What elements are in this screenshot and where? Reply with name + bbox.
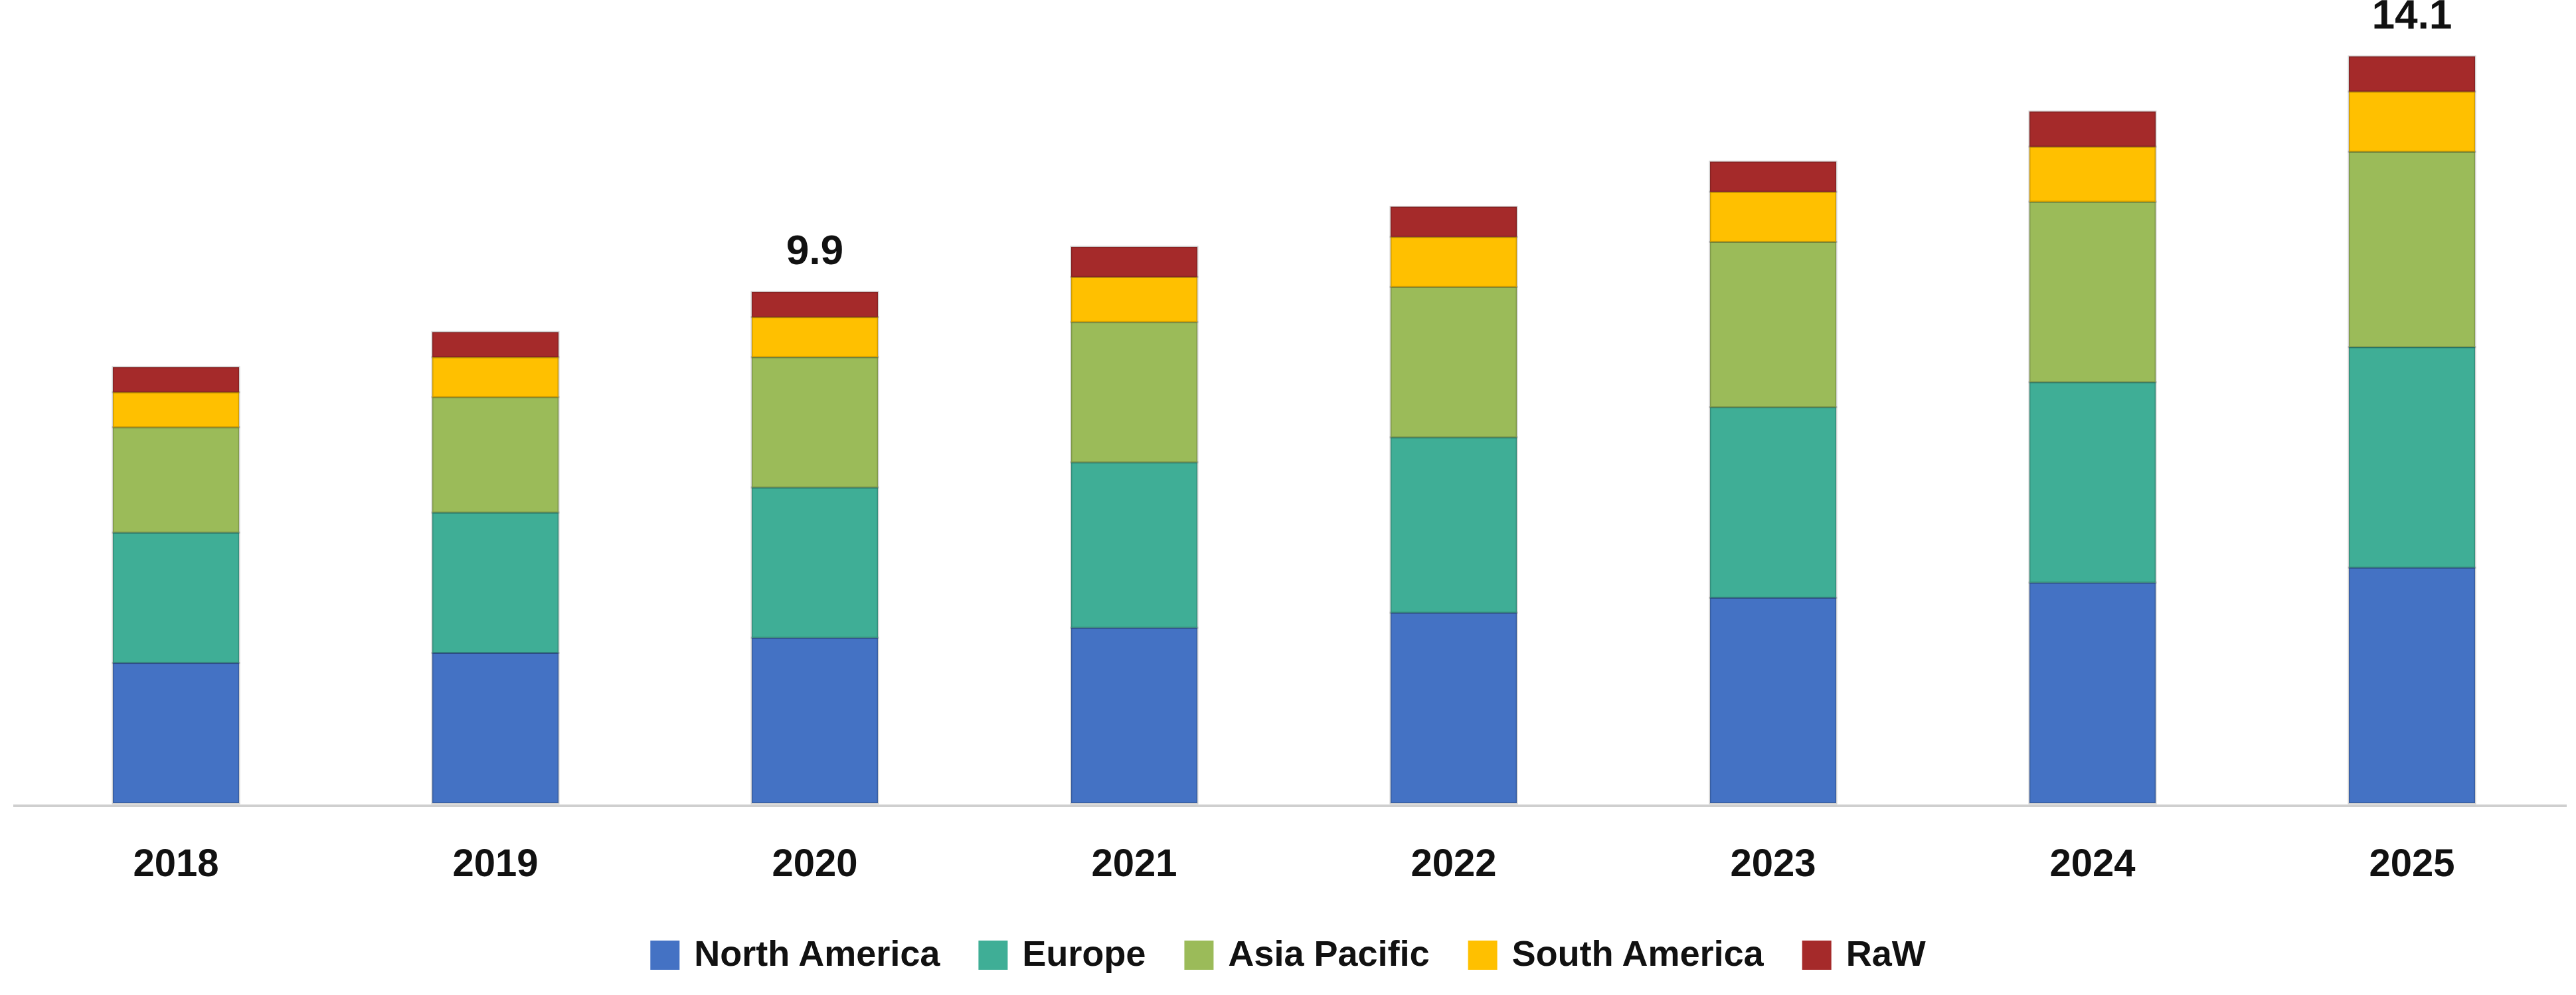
x-tick-label: 2019 bbox=[452, 842, 538, 885]
total-label-2025: 14.1 bbox=[2372, 0, 2452, 38]
bar-segment-north-america-2018 bbox=[112, 662, 240, 804]
bar-segment-south-america-2024 bbox=[2028, 145, 2157, 203]
bar-segment-europe-2024 bbox=[2028, 381, 2157, 584]
bar-segment-south-america-2020 bbox=[750, 316, 879, 358]
data-labels: 9.9 14.1 bbox=[786, 0, 2452, 273]
bar-stack-2025 bbox=[2348, 55, 2476, 804]
bar-segment-europe-2019 bbox=[431, 511, 560, 654]
x-tick-label: 2021 bbox=[1091, 842, 1177, 885]
bar-segment-north-america-2022 bbox=[1389, 611, 1518, 804]
legend-swatch-asia-pacific bbox=[1184, 941, 1214, 970]
legend: North America Europe Asia Pacific South Ame… bbox=[650, 934, 1926, 974]
x-tick-label: 2022 bbox=[1411, 842, 1496, 885]
x-tick-label: 2020 bbox=[772, 842, 857, 885]
bar-segment-south-america-2018 bbox=[112, 391, 240, 429]
bar-segment-raw-2018 bbox=[112, 366, 240, 394]
bar-segment-north-america-2019 bbox=[431, 652, 560, 804]
bar-segment-raw-2022 bbox=[1389, 206, 1518, 238]
bar-segment-raw-2020 bbox=[750, 291, 879, 319]
bar-stack-2020 bbox=[750, 291, 879, 804]
legend-item-raw: RaW bbox=[1802, 934, 1926, 974]
bar-segment-europe-2025 bbox=[2348, 346, 2476, 569]
bar-segment-asia-pacific-2020 bbox=[750, 356, 879, 489]
bar-segment-south-america-2023 bbox=[1709, 191, 1838, 243]
x-tick-label: 2024 bbox=[2049, 842, 2135, 885]
bar-segment-asia-pacific-2023 bbox=[1709, 240, 1838, 409]
bar-segment-south-america-2022 bbox=[1389, 236, 1518, 288]
bar-segment-north-america-2020 bbox=[750, 637, 879, 804]
legend-swatch-europe bbox=[978, 941, 1008, 970]
legend-item-south-america: South America bbox=[1468, 934, 1764, 974]
bar-stack-2024 bbox=[2028, 110, 2157, 804]
bar-segment-south-america-2019 bbox=[431, 356, 560, 398]
bar-segment-north-america-2025 bbox=[2348, 566, 2476, 804]
category-labels: 2018 2019 2020 2021 2022 2023 2024 2025 bbox=[133, 842, 2454, 885]
bar-stack-2023 bbox=[1709, 161, 1838, 804]
legend-swatch-north-america bbox=[650, 941, 680, 970]
bar-segment-asia-pacific-2019 bbox=[431, 396, 560, 514]
legend-label-north-america: North America bbox=[694, 934, 940, 974]
x-tick-label: 2023 bbox=[1730, 842, 1816, 885]
bar-segment-raw-2019 bbox=[431, 331, 560, 358]
bar-stack-2021 bbox=[1070, 246, 1199, 804]
bar-segment-asia-pacific-2018 bbox=[112, 426, 240, 534]
legend-label-europe: Europe bbox=[1022, 934, 1146, 974]
legend-label-south-america: South America bbox=[1512, 934, 1764, 974]
bar-segment-raw-2025 bbox=[2348, 55, 2476, 93]
bar-segment-asia-pacific-2021 bbox=[1070, 321, 1199, 464]
legend-item-north-america: North America bbox=[650, 934, 940, 974]
bar-stack-2022 bbox=[1389, 206, 1518, 804]
bar-segment-asia-pacific-2025 bbox=[2348, 151, 2476, 348]
bar-segment-raw-2023 bbox=[1709, 161, 1838, 193]
legend-item-europe: Europe bbox=[978, 934, 1146, 974]
legend-swatch-south-america bbox=[1468, 941, 1498, 970]
legend-label-asia-pacific: Asia Pacific bbox=[1228, 934, 1429, 974]
legend-label-raw: RaW bbox=[1846, 934, 1926, 974]
bar-segment-europe-2023 bbox=[1709, 406, 1838, 599]
bars-layer bbox=[112, 55, 2476, 804]
bar-segment-north-america-2021 bbox=[1070, 627, 1199, 804]
bar-segment-north-america-2024 bbox=[2028, 581, 2157, 804]
x-tick-label: 2018 bbox=[133, 842, 218, 885]
bar-segment-south-america-2025 bbox=[2348, 90, 2476, 153]
x-tick-label: 2025 bbox=[2369, 842, 2454, 885]
bar-segment-asia-pacific-2022 bbox=[1389, 285, 1518, 439]
legend-item-asia-pacific: Asia Pacific bbox=[1184, 934, 1430, 974]
legend-swatch-raw bbox=[1802, 941, 1832, 970]
bar-segment-south-america-2021 bbox=[1070, 275, 1199, 323]
bar-segment-north-america-2023 bbox=[1709, 596, 1838, 804]
bar-stack-2019 bbox=[431, 331, 560, 804]
bar-segment-raw-2021 bbox=[1070, 246, 1199, 278]
bar-segment-europe-2018 bbox=[112, 531, 240, 664]
bar-segment-europe-2022 bbox=[1389, 436, 1518, 614]
bar-stack-2018 bbox=[112, 366, 240, 804]
bar-segment-raw-2024 bbox=[2028, 110, 2157, 148]
bar-segment-europe-2020 bbox=[750, 486, 879, 639]
bar-segment-asia-pacific-2024 bbox=[2028, 200, 2157, 384]
bar-segment-europe-2021 bbox=[1070, 461, 1199, 629]
total-label-2020: 9.9 bbox=[786, 228, 843, 273]
